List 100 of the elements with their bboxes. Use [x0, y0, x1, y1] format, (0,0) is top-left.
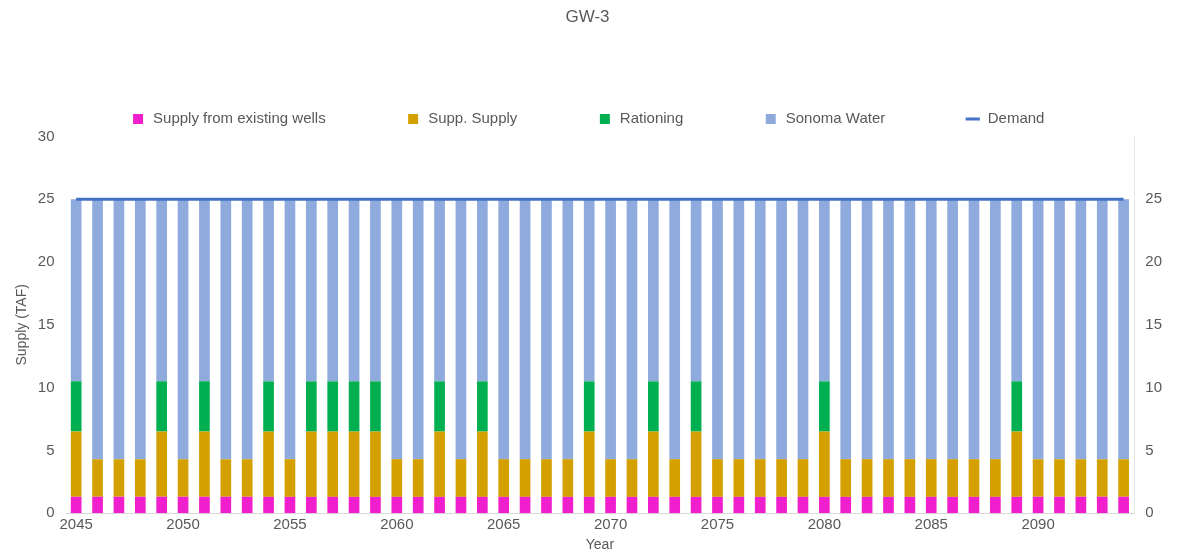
bar [797, 496, 809, 514]
bar [990, 459, 1001, 497]
bar [284, 199, 296, 460]
bar [519, 199, 531, 460]
y2-tick-label: 15 [1145, 314, 1162, 332]
bar [797, 199, 809, 460]
bar [199, 381, 210, 432]
bar [1054, 459, 1065, 497]
bar [883, 496, 894, 514]
bar [819, 199, 830, 382]
bar [583, 199, 595, 382]
bar [648, 199, 659, 382]
bar [925, 496, 937, 514]
x-tick-label: 2070 [593, 515, 628, 533]
legend-label: Supp. Supply [428, 109, 518, 127]
legend-label: Rationing [619, 109, 684, 127]
y2-tick-label: 20 [1145, 252, 1162, 270]
bar [968, 199, 980, 460]
x-axis-title: Year [585, 536, 615, 553]
bar [947, 459, 958, 497]
bar [476, 496, 488, 514]
bar [904, 199, 916, 460]
bar [1075, 459, 1087, 497]
bar [92, 199, 103, 460]
bar [690, 381, 702, 432]
bar [1118, 199, 1129, 460]
bar [1096, 496, 1108, 514]
bar [348, 431, 360, 497]
bar [156, 381, 168, 432]
bar [434, 496, 445, 514]
bar [1075, 496, 1087, 514]
bar [840, 199, 852, 460]
bar [305, 496, 317, 514]
bar [476, 199, 488, 382]
bar [990, 496, 1001, 514]
bar [840, 496, 852, 514]
bar [925, 459, 937, 497]
bar [156, 496, 168, 514]
bar [583, 381, 595, 432]
x-tick-label: 2045 [59, 515, 93, 533]
bar [134, 459, 146, 497]
x-tick-label: 2090 [1021, 515, 1055, 533]
bar [1096, 199, 1108, 460]
bar [690, 431, 702, 497]
bar [648, 496, 659, 514]
bar [134, 496, 146, 514]
legend-label: Sonoma Water [785, 109, 886, 127]
y-tick-label: 20 [37, 252, 55, 270]
bar [648, 381, 659, 432]
bar [220, 459, 232, 497]
bar [712, 459, 723, 497]
bar [391, 199, 403, 460]
bar [562, 459, 574, 497]
y-tick-label: 5 [46, 440, 55, 458]
bar [241, 459, 253, 497]
bar [669, 459, 681, 497]
bar [733, 496, 745, 514]
bar [113, 199, 125, 460]
bar [883, 199, 894, 460]
bar [669, 199, 681, 460]
y2-tick-label: 10 [1145, 377, 1162, 395]
bar [712, 496, 723, 514]
bar [199, 496, 210, 514]
bar [1032, 459, 1044, 497]
bar [412, 199, 424, 460]
x-tick-label: 2060 [380, 515, 414, 533]
bar [519, 496, 531, 514]
bar [1096, 459, 1108, 497]
bar [861, 496, 873, 514]
x-tick-label: 2065 [487, 515, 521, 533]
bar [92, 459, 103, 497]
bar [263, 431, 274, 497]
y-tick-label: 15 [37, 314, 55, 332]
bar [370, 381, 381, 432]
bar [1011, 199, 1023, 382]
bar [626, 496, 638, 514]
bar [1011, 381, 1023, 432]
bar [476, 381, 488, 432]
bar [498, 459, 510, 497]
bar [754, 496, 766, 514]
bar [754, 459, 766, 497]
bar [434, 431, 445, 497]
y-tick-label: 30 [37, 126, 55, 144]
bar [434, 381, 445, 432]
bar [776, 459, 787, 497]
bar [370, 199, 381, 382]
bar [199, 431, 210, 497]
bar [263, 381, 274, 432]
bar [1011, 496, 1023, 514]
bar [776, 199, 787, 460]
bar [70, 431, 82, 497]
bar [733, 459, 745, 497]
y-axis-title: Supply (TAF) [13, 284, 30, 366]
bar [1118, 496, 1129, 514]
chart-title: GW-3 [565, 6, 610, 26]
bar [648, 431, 659, 497]
y-tick-label: 25 [37, 189, 55, 207]
bar [990, 199, 1001, 460]
bar [541, 199, 552, 460]
bar [391, 496, 403, 514]
